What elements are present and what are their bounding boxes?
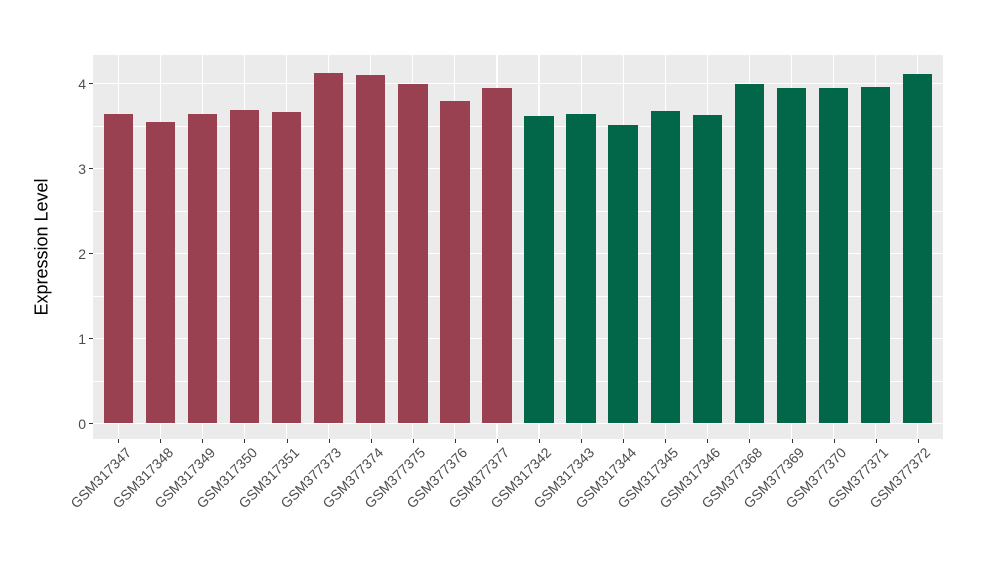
x-tick-mark	[286, 439, 288, 443]
y-tick-label: 1	[78, 330, 86, 347]
x-tick-mark	[454, 439, 456, 443]
y-tick-mark	[89, 168, 93, 170]
y-tick-mark	[89, 253, 93, 255]
x-tick-mark	[623, 439, 625, 443]
bar-GSM317345	[650, 110, 680, 424]
gridline-major-y	[93, 337, 943, 339]
gridline-minor-y	[93, 125, 943, 127]
bar-GSM317344	[608, 124, 638, 424]
bar-GSM377372	[903, 73, 933, 424]
bar-GSM317343	[566, 113, 596, 424]
bar-GSM317348	[145, 121, 176, 424]
bar-GSM317346	[692, 114, 723, 424]
y-tick-label: 2	[78, 245, 86, 262]
x-tick-mark	[202, 439, 204, 443]
bar-GSM317350	[229, 109, 260, 424]
y-tick-mark	[89, 338, 93, 340]
bar-GSM377371	[860, 86, 891, 424]
bar-GSM317351	[271, 112, 302, 424]
x-tick-mark	[244, 439, 246, 443]
x-tick-mark	[118, 439, 120, 443]
x-tick-mark	[370, 439, 372, 443]
bar-GSM317342	[524, 115, 554, 424]
y-tick-label: 4	[78, 75, 86, 92]
x-tick-mark	[581, 439, 583, 443]
gridline-major-y	[93, 252, 943, 254]
x-tick-mark	[412, 439, 414, 443]
bar-GSM377377	[482, 88, 512, 424]
x-tick-mark	[917, 439, 919, 443]
x-tick-mark	[160, 439, 162, 443]
bar-GSM317349	[187, 113, 218, 424]
y-tick-label: 0	[78, 415, 86, 432]
x-tick-mark	[749, 439, 751, 443]
x-tick-mark	[791, 439, 793, 443]
plot-panel	[93, 55, 943, 439]
bar-GSM377376	[440, 101, 470, 424]
x-tick-mark	[328, 439, 330, 443]
bar-GSM317347	[103, 113, 133, 424]
x-tick-mark	[496, 439, 498, 443]
x-tick-mark	[875, 439, 877, 443]
bar-GSM377370	[818, 88, 849, 424]
y-tick-mark	[89, 423, 93, 425]
bar-GSM377369	[776, 87, 807, 424]
x-tick-mark	[539, 439, 541, 443]
bar-GSM377375	[398, 84, 428, 424]
y-tick-mark	[89, 83, 93, 85]
bar-GSM377373	[313, 73, 344, 424]
bar-GSM377368	[734, 84, 765, 424]
y-axis-title-text: Expression Level	[31, 178, 52, 316]
x-tick-mark	[833, 439, 835, 443]
gridline-minor-y	[93, 295, 943, 297]
gridline-major-y	[93, 422, 943, 424]
x-tick-mark	[707, 439, 709, 443]
gridline-minor-y	[93, 210, 943, 212]
x-tick-mark	[665, 439, 667, 443]
gridline-minor-y	[93, 380, 943, 382]
gridline-major-y	[93, 167, 943, 169]
gridline-major-y	[93, 82, 943, 84]
y-tick-label: 3	[78, 160, 86, 177]
bar-GSM377374	[355, 74, 386, 424]
